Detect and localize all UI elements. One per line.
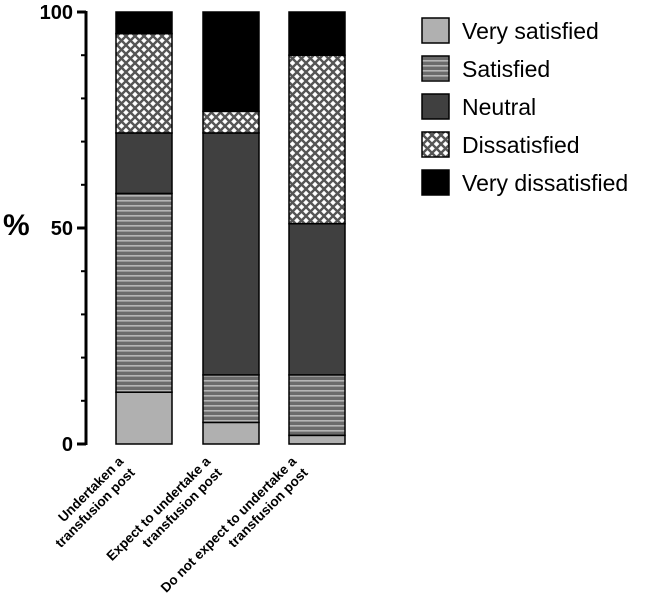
x-category-label-line: Do not expect to undertake a	[158, 453, 300, 595]
legend-swatch-very-satisfied	[421, 17, 450, 44]
legend: Very satisfied Satisfied Neutral Dissatisfi…	[421, 17, 628, 196]
y-axis: 0 50 100	[40, 2, 88, 456]
y-tick-label-100: 100	[40, 2, 73, 24]
bar-segment-dissatisfied-2	[202, 110, 260, 134]
y-tick-label-50: 50	[51, 218, 73, 240]
bar-segment-dissatisfied-3	[288, 54, 346, 225]
legend-label-dissatisfied: Dissatisfied	[462, 132, 580, 158]
bar-segment-neutral-2	[202, 132, 260, 376]
bar-segment-very-dissatisfied-3	[288, 11, 346, 56]
bar-segment-neutral-3	[288, 222, 346, 376]
bar-segment-dissatisfied-1	[115, 32, 173, 134]
bar-segment-satisfied-2	[202, 374, 260, 424]
bar-segment-very-satisfied-1	[115, 391, 173, 445]
bar-segment-neutral-1	[115, 132, 173, 195]
bar-segment-very-dissatisfied-1	[115, 11, 173, 35]
legend-swatch-satisfied	[421, 55, 450, 82]
bar-segment-very-satisfied-3	[288, 434, 346, 445]
bar-segment-satisfied-1	[115, 192, 173, 393]
legend-swatch-neutral	[421, 93, 450, 120]
legend-swatch-very-dissatisfied	[421, 169, 450, 196]
bar-segment-satisfied-3	[288, 374, 346, 437]
legend-label-very-satisfied: Very satisfied	[462, 18, 599, 44]
y-tick-label-0: 0	[62, 434, 73, 456]
legend-swatch-dissatisfied	[421, 131, 450, 158]
legend-label-very-dissatisfied: Very dissatisfied	[462, 170, 628, 196]
y-axis-title: %	[3, 209, 30, 242]
bars-layer	[115, 11, 346, 445]
legend-label-satisfied: Satisfied	[462, 56, 550, 82]
bar-segment-very-dissatisfied-2	[202, 11, 260, 113]
legend-label-neutral: Neutral	[462, 94, 536, 120]
bar-segment-very-satisfied-2	[202, 421, 260, 445]
